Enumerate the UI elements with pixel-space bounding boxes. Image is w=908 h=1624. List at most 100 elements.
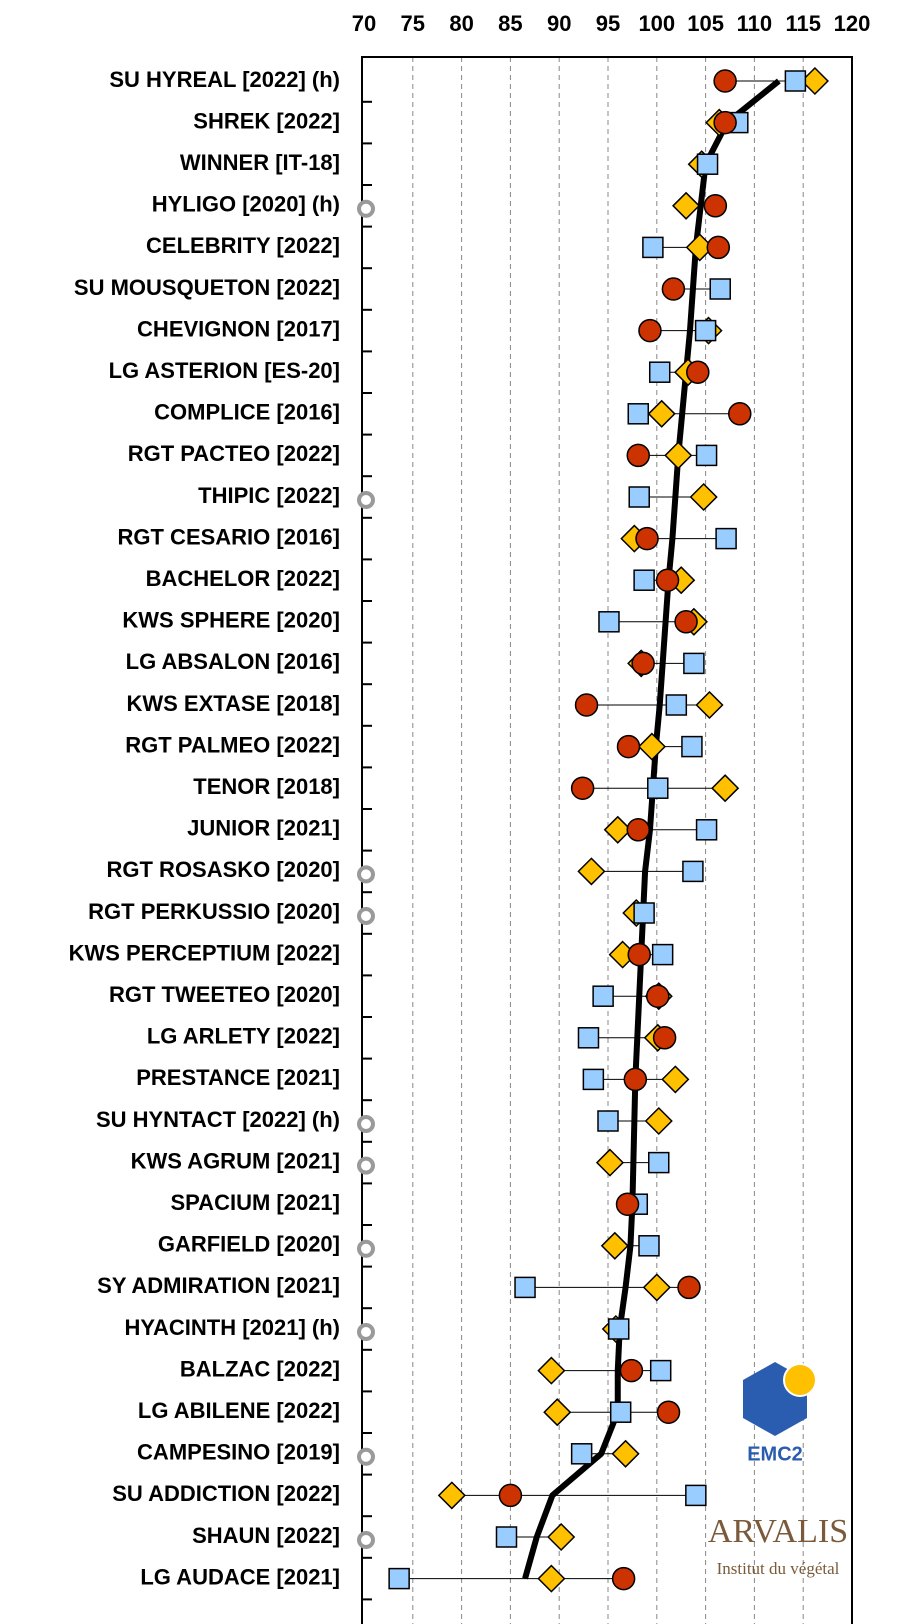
x-tick-label: 105 — [687, 11, 724, 36]
diamond-marker — [664, 441, 693, 470]
square-marker — [695, 819, 718, 841]
circle-marker — [706, 235, 731, 260]
y-tick-label: LG AUDACE [2021] — [140, 1564, 340, 1589]
y-tick-label: RGT PERKUSSIO [2020] — [88, 899, 340, 924]
y-tick-label: LG ABILENE [2022] — [138, 1398, 340, 1423]
diamond-marker — [543, 1398, 572, 1427]
y-tick-label: KWS AGRUM [2021] — [131, 1148, 340, 1173]
diamond-marker — [661, 1065, 690, 1094]
y-tick-label: PRESTANCE [2021] — [136, 1065, 340, 1090]
y-tick-label: SU HYREAL [2022] (h) — [109, 67, 340, 92]
diamond-marker — [644, 1106, 673, 1136]
mean-line — [522, 78, 781, 1580]
square-marker — [570, 1443, 593, 1465]
y-tick-label: CAMPESINO [2019] — [137, 1440, 340, 1465]
x-tick-label: 110 — [737, 11, 773, 36]
diamond-marker — [637, 732, 666, 761]
y-tick-label: BACHELOR [2022] — [146, 566, 340, 591]
y-tick-label: SY ADMIRATION [2021] — [97, 1273, 340, 1298]
square-marker — [709, 278, 731, 300]
circle-marker — [728, 402, 752, 426]
y-tick-label: LG ARLETY [2022] — [147, 1024, 340, 1049]
circle-marker — [616, 734, 641, 759]
y-tick-label: LG ABSALON [2016] — [126, 649, 340, 674]
x-tick-label: 115 — [785, 11, 821, 36]
diamond-marker — [672, 191, 701, 220]
y-tick-label: CHEVIGNON [2017] — [137, 316, 340, 341]
diamond-marker — [611, 1439, 640, 1468]
circle-marker — [626, 443, 651, 468]
diamond-marker — [600, 1231, 629, 1260]
y-tick-label: KWS EXTASE [2018] — [126, 691, 340, 716]
square-marker — [696, 153, 719, 175]
y-tick-label: COMPLICE [2016] — [154, 400, 340, 425]
diamond-marker — [800, 66, 829, 96]
flag-marker — [357, 1323, 375, 1341]
square-marker — [598, 611, 620, 633]
square-marker — [638, 1235, 660, 1257]
square-marker — [597, 1110, 619, 1132]
circle-marker — [655, 568, 680, 592]
y-tick-label: SU HYNTACT [2022] (h) — [96, 1107, 340, 1132]
circle-marker — [661, 277, 686, 301]
diamond-marker — [537, 1564, 566, 1593]
square-marker — [682, 860, 704, 883]
y-tick-label: HYACINTH [2021] (h) — [124, 1315, 340, 1340]
square-marker — [609, 1401, 632, 1423]
flag-marker — [357, 1115, 375, 1133]
circle-marker — [656, 1400, 681, 1424]
circle-marker — [626, 818, 651, 842]
diamond-marker — [711, 774, 740, 803]
sun — [783, 1363, 817, 1397]
logo-text: EMC2 — [747, 1443, 803, 1465]
x-tick-label: 100 — [638, 11, 675, 36]
square-marker — [648, 361, 671, 383]
circle-marker — [686, 360, 710, 384]
x-tick-label: 80 — [449, 11, 473, 36]
diamond-marker — [642, 1273, 671, 1302]
square-marker — [633, 569, 655, 591]
square-marker — [592, 985, 614, 1007]
x-tick-label: 75 — [401, 11, 425, 36]
x-tick-label: 95 — [596, 11, 620, 36]
square-marker — [388, 1567, 410, 1590]
x-tick-label: 90 — [547, 11, 571, 36]
x-tick-label: 85 — [498, 11, 522, 36]
circle-marker — [498, 1483, 523, 1508]
y-tick-label: TENOR [2018] — [193, 774, 340, 799]
circle-marker — [631, 651, 655, 676]
y-tick-label: SPACIUM [2021] — [170, 1190, 340, 1215]
circle-marker — [615, 1192, 640, 1216]
y-tick-label: RGT TWEETEO [2020] — [109, 982, 340, 1007]
logo-text: ARVALIS — [708, 1513, 848, 1550]
diamond-marker — [603, 815, 632, 844]
square-marker — [651, 943, 674, 966]
square-marker — [628, 486, 650, 508]
square-marker — [647, 777, 669, 799]
y-tick-label: LG ASTERION [ES-20] — [109, 358, 340, 383]
y-tick-label: BALZAC [2022] — [180, 1356, 340, 1381]
y-tick-label: HYLIGO [2020] (h) — [152, 192, 340, 217]
y-tick-label: RGT PACTEO [2022] — [128, 441, 340, 466]
flag-marker — [357, 907, 375, 925]
flag-marker — [357, 199, 375, 218]
square-marker — [514, 1276, 536, 1299]
diamond-marker — [689, 482, 718, 512]
flag-marker — [357, 1239, 375, 1258]
flag-marker — [357, 491, 375, 509]
circle-marker — [703, 194, 728, 218]
circle-marker — [635, 526, 659, 551]
circle-marker — [623, 1067, 648, 1092]
circle-marker — [619, 1358, 644, 1383]
circle-marker — [652, 1026, 677, 1050]
square-marker — [715, 527, 737, 550]
square-marker — [607, 1318, 630, 1340]
circle-marker — [713, 110, 737, 135]
y-tick-label: SHAUN [2022] — [192, 1523, 340, 1548]
y-tick-label: KWS SPHERE [2020] — [122, 608, 340, 633]
square-marker — [685, 1484, 707, 1507]
square-marker — [648, 1151, 670, 1174]
plot: 70 75 80 85 90 95 100 105 110 115 120 SU HYREAL [20… — [69, 11, 870, 1624]
circle-marker — [638, 318, 662, 343]
